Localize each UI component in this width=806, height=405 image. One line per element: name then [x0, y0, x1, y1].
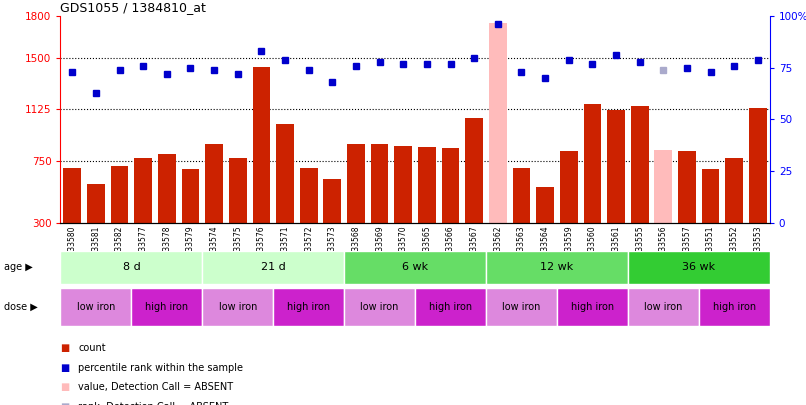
Bar	[347, 144, 365, 223]
Bar	[394, 146, 412, 223]
Bar	[749, 109, 767, 223]
Text: high iron: high iron	[287, 302, 330, 312]
Bar	[725, 158, 743, 223]
Bar	[678, 151, 696, 223]
Text: percentile rank within the sample: percentile rank within the sample	[78, 363, 243, 373]
Bar	[273, 288, 344, 326]
Bar	[371, 144, 388, 223]
Text: 12 wk: 12 wk	[540, 262, 574, 272]
Text: low iron: low iron	[644, 302, 683, 312]
Text: 6 wk: 6 wk	[402, 262, 428, 272]
Text: 21 d: 21 d	[261, 262, 285, 272]
Text: high iron: high iron	[571, 302, 614, 312]
Bar	[702, 169, 720, 223]
Bar	[486, 251, 628, 284]
Bar	[229, 158, 247, 223]
Text: ■: ■	[60, 382, 69, 392]
Bar	[513, 168, 530, 223]
Bar	[252, 67, 270, 223]
Text: rank, Detection Call = ABSENT: rank, Detection Call = ABSENT	[78, 402, 228, 405]
Bar	[202, 251, 344, 284]
Text: ■: ■	[60, 402, 69, 405]
Bar	[415, 288, 486, 326]
Bar	[628, 251, 770, 284]
Bar	[631, 106, 649, 223]
Bar	[536, 187, 554, 223]
Text: age ▶: age ▶	[4, 262, 33, 272]
Bar	[607, 110, 625, 223]
Bar	[110, 166, 128, 223]
Bar	[486, 288, 557, 326]
Bar	[584, 104, 601, 223]
Bar	[206, 144, 223, 223]
Bar	[300, 168, 318, 223]
Text: high iron: high iron	[145, 302, 189, 312]
Bar	[344, 288, 415, 326]
Bar	[87, 184, 105, 223]
Text: low iron: low iron	[77, 302, 115, 312]
Bar	[557, 288, 628, 326]
Bar	[628, 288, 699, 326]
Bar	[699, 288, 770, 326]
Bar	[60, 288, 131, 326]
Text: dose ▶: dose ▶	[4, 302, 38, 312]
Text: ■: ■	[60, 343, 69, 353]
Bar	[465, 118, 483, 223]
Bar	[560, 151, 578, 223]
Bar	[418, 147, 436, 223]
Text: ■: ■	[60, 363, 69, 373]
Text: count: count	[78, 343, 106, 353]
Text: low iron: low iron	[360, 302, 399, 312]
Bar	[442, 148, 459, 223]
Bar	[131, 288, 202, 326]
Bar	[489, 23, 507, 223]
Text: high iron: high iron	[713, 302, 756, 312]
Text: high iron: high iron	[429, 302, 472, 312]
Bar	[135, 158, 152, 223]
Bar	[181, 169, 199, 223]
Bar	[60, 251, 202, 284]
Text: value, Detection Call = ABSENT: value, Detection Call = ABSENT	[78, 382, 233, 392]
Bar	[276, 124, 294, 223]
Text: low iron: low iron	[218, 302, 257, 312]
Bar	[344, 251, 486, 284]
Text: 36 wk: 36 wk	[682, 262, 716, 272]
Bar	[323, 179, 341, 223]
Bar	[654, 150, 672, 223]
Bar	[64, 168, 81, 223]
Bar	[158, 154, 176, 223]
Text: 8 d: 8 d	[123, 262, 140, 272]
Bar	[202, 288, 273, 326]
Text: low iron: low iron	[502, 302, 541, 312]
Text: GDS1055 / 1384810_at: GDS1055 / 1384810_at	[60, 1, 206, 14]
